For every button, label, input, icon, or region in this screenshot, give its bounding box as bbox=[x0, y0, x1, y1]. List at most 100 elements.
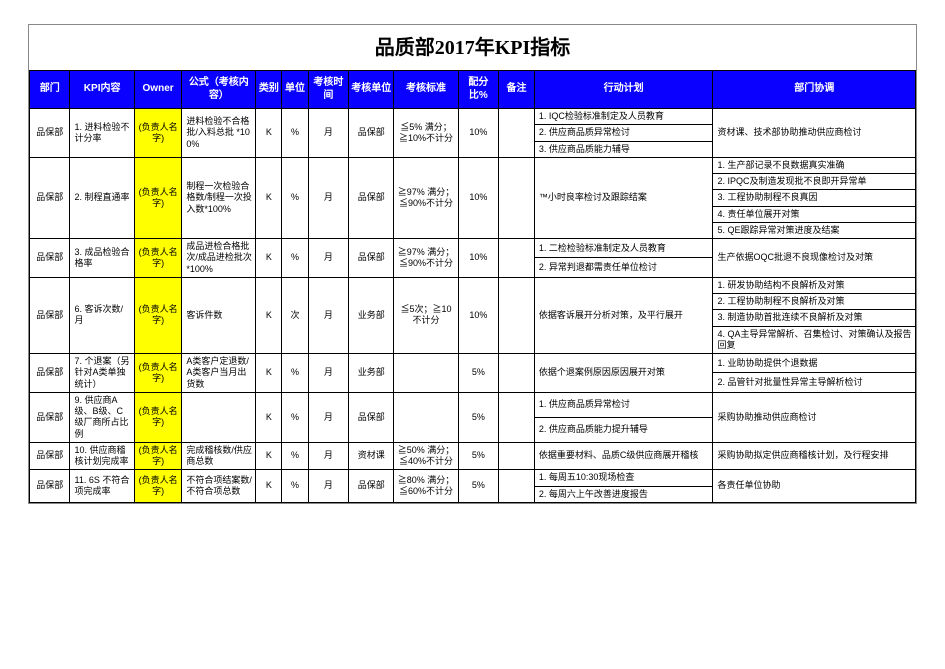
cell-assessor: 资材课 bbox=[349, 442, 394, 470]
cell-dept: 品保部 bbox=[30, 354, 70, 393]
cell-period: 月 bbox=[308, 392, 348, 442]
cell-action: 2. 供应商品质异常检讨 bbox=[534, 125, 713, 141]
cell-kpi: 3. 成品检验合格率 bbox=[70, 239, 134, 278]
cell-weight: 10% bbox=[458, 157, 498, 238]
cell-dept: 品保部 bbox=[30, 277, 70, 353]
cell-formula: A类客户定退数/A类客户当月出货数 bbox=[182, 354, 256, 393]
cell-dept: 品保部 bbox=[30, 392, 70, 442]
cell-formula: 成品进检合格批次/成品进检批次*100% bbox=[182, 239, 256, 278]
page-title: 品质部2017年KPI指标 bbox=[29, 25, 916, 70]
cell-assessor: 品保部 bbox=[349, 392, 394, 442]
col-weight: 配分比% bbox=[458, 71, 498, 109]
kpi-table: 部门 KPI内容 Owner 公式（考核内容） 类别 单位 考核时间 考核单位 … bbox=[29, 70, 916, 503]
cell-coord: 3. 制造协助首批连续不良解析及对策 bbox=[713, 310, 916, 326]
cell-unit: % bbox=[282, 470, 308, 503]
cell-period: 月 bbox=[308, 239, 348, 278]
cell-kpi: 9. 供应商A级、B级、C级厂商所占比例 bbox=[70, 392, 134, 442]
cell-weight: 5% bbox=[458, 392, 498, 442]
cell-formula: 进料检验不合格批/入料总批 *100% bbox=[182, 109, 256, 158]
col-standard: 考核标准 bbox=[394, 71, 458, 109]
cell-unit: % bbox=[282, 239, 308, 278]
cell-unit: % bbox=[282, 157, 308, 238]
cell-standard: ≦5次；≧10不计分 bbox=[394, 277, 458, 353]
cell-assessor: 业务部 bbox=[349, 277, 394, 353]
col-action: 行动计划 bbox=[534, 71, 713, 109]
cell-remark bbox=[499, 392, 535, 442]
cell-period: 月 bbox=[308, 109, 348, 158]
cell-assessor: 品保部 bbox=[349, 157, 394, 238]
cell-coord: 采购协助拟定供应商稽核计划，及行程安排 bbox=[713, 442, 916, 470]
cell-action: 依据个退案例原因原因展开对策 bbox=[534, 354, 713, 393]
col-kpi: KPI内容 bbox=[70, 71, 134, 109]
cell-coord: 1. 研发协助结构不良解析及对策 bbox=[713, 277, 916, 293]
col-remark: 备注 bbox=[499, 71, 535, 109]
table-row: 品保部 11. 6S 不符合项完成率 (负责人名字) 不符合项结案数/不符合项总… bbox=[30, 470, 916, 486]
cell-assessor: 品保部 bbox=[349, 239, 394, 278]
cell-coord: 2. IPQC及制造发现批不良即开异常单 bbox=[713, 174, 916, 190]
cell-type: K bbox=[256, 277, 282, 353]
cell-dept: 品保部 bbox=[30, 470, 70, 503]
cell-action: 1. 供应商品质异常检讨 bbox=[534, 392, 713, 417]
cell-formula: 完成稽核数/供应商总数 bbox=[182, 442, 256, 470]
cell-owner: (负责人名字) bbox=[134, 470, 182, 503]
cell-assessor: 品保部 bbox=[349, 109, 394, 158]
cell-action: 依据重要材料、品质C级供应商展开稽核 bbox=[534, 442, 713, 470]
cell-remark bbox=[499, 470, 535, 503]
cell-kpi: 11. 6S 不符合项完成率 bbox=[70, 470, 134, 503]
cell-coord: 生产依据OQC批退不良现像检讨及对策 bbox=[713, 239, 916, 278]
table-row: 品保部 2. 制程直通率 (负责人名字) 制程一次检验合格数/制程一次投入数*1… bbox=[30, 157, 916, 173]
cell-type: K bbox=[256, 239, 282, 278]
cell-assessor: 品保部 bbox=[349, 470, 394, 503]
cell-coord: 3. 工程协助制程不良真因 bbox=[713, 190, 916, 206]
cell-formula: 不符合项结案数/不符合项总数 bbox=[182, 470, 256, 503]
cell-unit: 次 bbox=[282, 277, 308, 353]
cell-type: K bbox=[256, 392, 282, 442]
cell-owner: (负责人名字) bbox=[134, 157, 182, 238]
cell-kpi: 10. 供应商稽核计划完成率 bbox=[70, 442, 134, 470]
cell-remark bbox=[499, 442, 535, 470]
table-row: 品保部 3. 成品检验合格率 (负责人名字) 成品进检合格批次/成品进检批次*1… bbox=[30, 239, 916, 258]
table-row: 品保部 1. 进料检验不计分率 (负责人名字) 进料检验不合格批/入料总批 *1… bbox=[30, 109, 916, 125]
cell-dept: 品保部 bbox=[30, 109, 70, 158]
col-coord: 部门协调 bbox=[713, 71, 916, 109]
cell-formula bbox=[182, 392, 256, 442]
cell-owner: (负责人名字) bbox=[134, 442, 182, 470]
col-dept: 部门 bbox=[30, 71, 70, 109]
cell-coord: 各责任单位协助 bbox=[713, 470, 916, 503]
table-row: 品保部 9. 供应商A级、B级、C级厂商所占比例 (负责人名字) K % 月 品… bbox=[30, 392, 916, 417]
cell-dept: 品保部 bbox=[30, 157, 70, 238]
cell-period: 月 bbox=[308, 354, 348, 393]
cell-period: 月 bbox=[308, 442, 348, 470]
cell-standard: ≧50% 满分；≦40%不计分 bbox=[394, 442, 458, 470]
cell-owner: (负责人名字) bbox=[134, 109, 182, 158]
cell-dept: 品保部 bbox=[30, 442, 70, 470]
col-type: 类别 bbox=[256, 71, 282, 109]
cell-assessor: 业务部 bbox=[349, 354, 394, 393]
cell-unit: % bbox=[282, 392, 308, 442]
cell-action: 依据客诉展开分析对策，及平行展开 bbox=[534, 277, 713, 353]
cell-period: 月 bbox=[308, 470, 348, 503]
cell-coord: 资材课、技术部协助推动供应商检讨 bbox=[713, 109, 916, 158]
cell-standard: ≧97% 满分；≦90%不计分 bbox=[394, 239, 458, 278]
table-row: 品保部 6. 客诉次数/月 (负责人名字) 客诉件数 K 次 月 业务部 ≦5次… bbox=[30, 277, 916, 293]
cell-type: K bbox=[256, 109, 282, 158]
cell-weight: 10% bbox=[458, 277, 498, 353]
table-row: 品保部 10. 供应商稽核计划完成率 (负责人名字) 完成稽核数/供应商总数 K… bbox=[30, 442, 916, 470]
cell-remark bbox=[499, 277, 535, 353]
cell-action: 2. 每周六上午改善进度报告 bbox=[534, 486, 713, 502]
cell-type: K bbox=[256, 442, 282, 470]
cell-standard: ≧97% 满分；≦90%不计分 bbox=[394, 157, 458, 238]
cell-action: 1. 每周五10:30现场检查 bbox=[534, 470, 713, 486]
cell-dept: 品保部 bbox=[30, 239, 70, 278]
cell-action: ™小时良率检讨及跟踪结案 bbox=[534, 157, 713, 238]
cell-coord: 1. 业助协助提供个退数据 bbox=[713, 354, 916, 373]
cell-remark bbox=[499, 354, 535, 393]
cell-coord: 采购协助推动供应商检讨 bbox=[713, 392, 916, 442]
cell-coord: 5. QE跟踪异常对策进度及结案 bbox=[713, 222, 916, 238]
cell-action: 2. 供应商品质能力提升辅导 bbox=[534, 417, 713, 442]
cell-type: K bbox=[256, 157, 282, 238]
cell-standard bbox=[394, 392, 458, 442]
cell-owner: (负责人名字) bbox=[134, 392, 182, 442]
cell-formula: 客诉件数 bbox=[182, 277, 256, 353]
cell-action: 2. 异常判退都需责任单位检讨 bbox=[534, 258, 713, 277]
